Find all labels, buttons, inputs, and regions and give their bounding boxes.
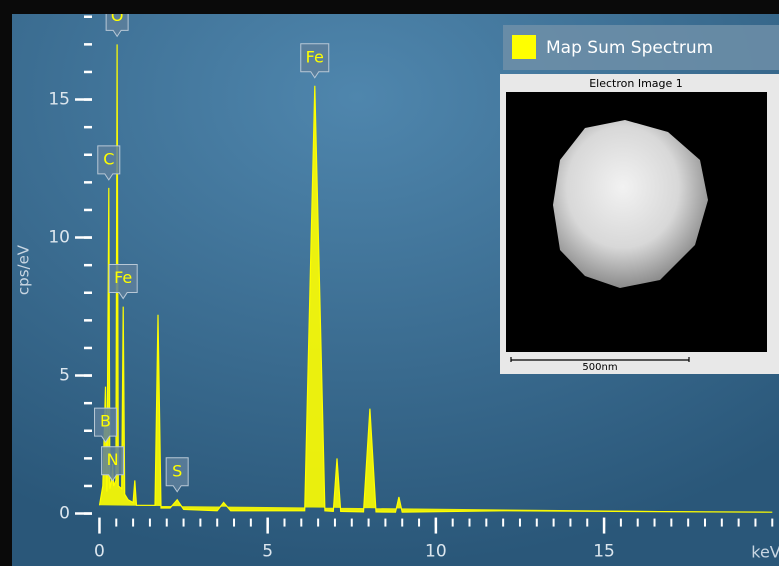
inset: Electron Image 1 500nm <box>500 74 779 374</box>
annotation-label: Fe <box>306 47 324 66</box>
annotation-label: N <box>107 450 119 469</box>
y-tick-label: 0 <box>59 504 70 524</box>
x-tick-label: 15 <box>593 542 615 562</box>
y-tick-label: 10 <box>48 228 70 248</box>
x-axis-label: keV <box>751 543 779 562</box>
legend-label: Map Sum Spectrum <box>546 38 713 58</box>
annotation-label: S <box>172 461 182 480</box>
legend-swatch <box>512 35 536 59</box>
chart: cps/eV keV OFeCFeBNS 051015051015 Map Su… <box>0 0 779 566</box>
inset-title: Electron Image 1 <box>589 77 683 90</box>
scale-bar-label: 500nm <box>582 362 617 373</box>
annotation-label: B <box>100 412 111 431</box>
x-tick-label: 10 <box>425 542 447 562</box>
x-tick-label: 5 <box>262 542 273 562</box>
y-tick-label: 15 <box>48 90 70 110</box>
y-tick-label: 5 <box>59 366 70 386</box>
y-axis-label: cps/eV <box>15 244 33 295</box>
legend: Map Sum Spectrum <box>503 25 779 70</box>
annotation-label: Fe <box>114 268 132 287</box>
x-tick-label: 0 <box>94 542 105 562</box>
annotation-label: C <box>103 149 114 168</box>
